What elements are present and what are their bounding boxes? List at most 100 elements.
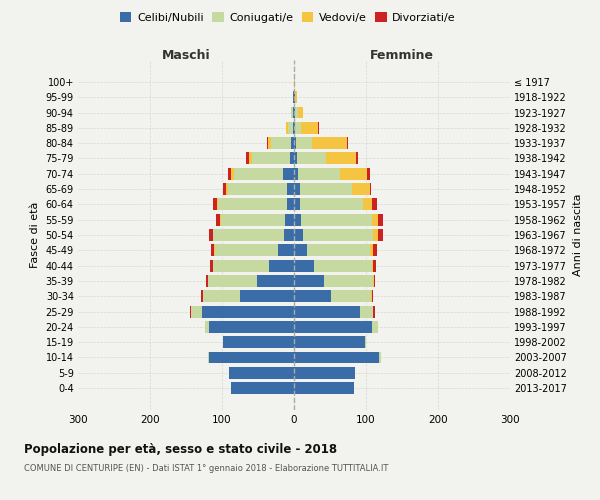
Bar: [240, 290, 294, 302]
Bar: [247, 152, 248, 164]
Bar: [294, 168, 298, 179]
Bar: [212, 260, 269, 272]
Bar: [324, 275, 373, 287]
Bar: [370, 183, 371, 195]
Bar: [291, 137, 294, 149]
Bar: [210, 260, 212, 272]
Bar: [228, 168, 232, 179]
Bar: [340, 168, 367, 179]
Bar: [377, 214, 383, 226]
Bar: [214, 244, 215, 256]
Bar: [294, 290, 331, 302]
Bar: [268, 137, 271, 149]
Bar: [314, 260, 372, 272]
Bar: [302, 229, 373, 241]
Bar: [294, 306, 360, 318]
Bar: [205, 321, 209, 333]
Bar: [372, 214, 377, 226]
Bar: [190, 306, 191, 318]
Bar: [209, 352, 294, 364]
Bar: [208, 275, 257, 287]
Bar: [229, 367, 294, 379]
Bar: [371, 290, 372, 302]
Bar: [294, 198, 300, 210]
Bar: [295, 106, 298, 118]
Bar: [269, 260, 294, 272]
Bar: [218, 198, 287, 210]
Bar: [271, 137, 291, 149]
Bar: [293, 122, 294, 134]
Bar: [297, 152, 326, 164]
Bar: [363, 198, 372, 210]
Bar: [294, 214, 301, 226]
Text: Maschi: Maschi: [161, 49, 211, 62]
Y-axis label: Fasce di età: Fasce di età: [30, 202, 40, 268]
Bar: [223, 336, 294, 348]
Bar: [201, 290, 203, 302]
Bar: [372, 260, 373, 272]
Bar: [373, 275, 374, 287]
Bar: [294, 76, 295, 88]
Bar: [228, 183, 287, 195]
Bar: [295, 91, 297, 103]
Bar: [294, 336, 365, 348]
Legend: Celibi/Nubili, Coniugati/e, Vedovi/e, Divorziati/e: Celibi/Nubili, Coniugati/e, Vedovi/e, Di…: [116, 8, 460, 28]
Bar: [298, 168, 340, 179]
Bar: [294, 275, 324, 287]
Bar: [209, 321, 294, 333]
Bar: [293, 106, 294, 118]
Bar: [347, 137, 348, 149]
Bar: [226, 183, 228, 195]
Bar: [214, 198, 217, 210]
Bar: [300, 198, 363, 210]
Bar: [294, 260, 314, 272]
Bar: [217, 198, 218, 210]
Bar: [212, 229, 214, 241]
Bar: [372, 321, 377, 333]
Bar: [373, 306, 374, 318]
Text: COMUNE DI CENTURIPE (EN) - Dati ISTAT 1° gennaio 2018 - Elaborazione TUTTITALIA.: COMUNE DI CENTURIPE (EN) - Dati ISTAT 1°…: [24, 464, 388, 473]
Bar: [373, 244, 377, 256]
Bar: [257, 275, 294, 287]
Bar: [296, 137, 312, 149]
Bar: [203, 290, 240, 302]
Bar: [294, 229, 302, 241]
Bar: [301, 214, 372, 226]
Bar: [283, 168, 294, 179]
Bar: [367, 168, 370, 179]
Bar: [278, 244, 294, 256]
Bar: [221, 214, 286, 226]
Bar: [294, 106, 295, 118]
Bar: [287, 183, 294, 195]
Bar: [373, 229, 377, 241]
Bar: [294, 152, 297, 164]
Bar: [214, 229, 284, 241]
Bar: [365, 336, 366, 348]
Bar: [331, 290, 371, 302]
Bar: [220, 214, 221, 226]
Bar: [360, 306, 373, 318]
Bar: [216, 214, 220, 226]
Bar: [232, 168, 234, 179]
Bar: [287, 122, 293, 134]
Bar: [356, 152, 358, 164]
Bar: [294, 183, 300, 195]
Bar: [379, 352, 381, 364]
Bar: [307, 244, 370, 256]
Bar: [209, 229, 212, 241]
Bar: [215, 244, 278, 256]
Bar: [312, 137, 347, 149]
Bar: [284, 229, 294, 241]
Bar: [290, 152, 294, 164]
Bar: [211, 244, 214, 256]
Bar: [374, 275, 376, 287]
Bar: [206, 275, 208, 287]
Bar: [326, 152, 356, 164]
Bar: [298, 106, 304, 118]
Bar: [301, 122, 319, 134]
Bar: [294, 352, 379, 364]
Bar: [208, 352, 209, 364]
Bar: [230, 382, 294, 394]
Bar: [266, 137, 268, 149]
Bar: [294, 321, 372, 333]
